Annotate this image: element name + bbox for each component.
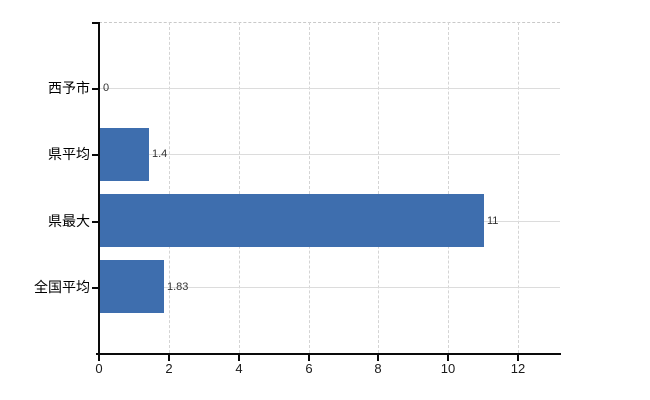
vertical-gridline [448, 22, 449, 353]
x-axis-tick [517, 355, 519, 361]
bar-value-label: 1.83 [167, 281, 189, 293]
x-tick-label: 10 [440, 361, 456, 376]
y-axis-tick [92, 88, 98, 90]
vertical-gridline [378, 22, 379, 353]
horizontal-gridline [99, 154, 560, 155]
category-label: 県平均 [48, 146, 90, 162]
x-tick-label: 4 [235, 361, 243, 376]
bar-value-label: 0 [103, 82, 110, 94]
vertical-gridline [518, 22, 519, 353]
bar [100, 194, 484, 247]
x-tick-label: 8 [374, 361, 382, 376]
vertical-gridline [169, 22, 170, 353]
x-tick-label: 12 [510, 361, 526, 376]
x-tick-label: 2 [165, 361, 173, 376]
bar-value-label: 1.4 [152, 148, 168, 160]
x-axis-tick [238, 355, 240, 361]
x-axis-tick [377, 355, 379, 361]
x-axis-tick [98, 355, 100, 361]
y-axis-tick [92, 287, 98, 289]
vertical-gridline [239, 22, 240, 353]
x-tick-label: 6 [305, 361, 313, 376]
x-axis-tick [308, 355, 310, 361]
y-axis-tick [92, 221, 98, 223]
y-axis-tick [92, 154, 98, 156]
plot-top-border [99, 22, 560, 23]
x-axis-tick [168, 355, 170, 361]
category-label: 県最大 [48, 213, 90, 229]
category-label: 西予市 [48, 80, 90, 96]
bar-value-label: 11 [487, 215, 499, 227]
bar [100, 260, 164, 313]
x-axis-tick [447, 355, 449, 361]
vertical-gridline [309, 22, 310, 353]
x-tick-label: 0 [95, 361, 103, 376]
horizontal-gridline [99, 88, 560, 89]
category-label: 全国平均 [34, 279, 90, 295]
bar [100, 128, 149, 181]
y-axis-tick [92, 22, 98, 24]
x-axis [96, 353, 561, 355]
horizontal-gridline [99, 287, 560, 288]
y-axis [98, 22, 100, 353]
